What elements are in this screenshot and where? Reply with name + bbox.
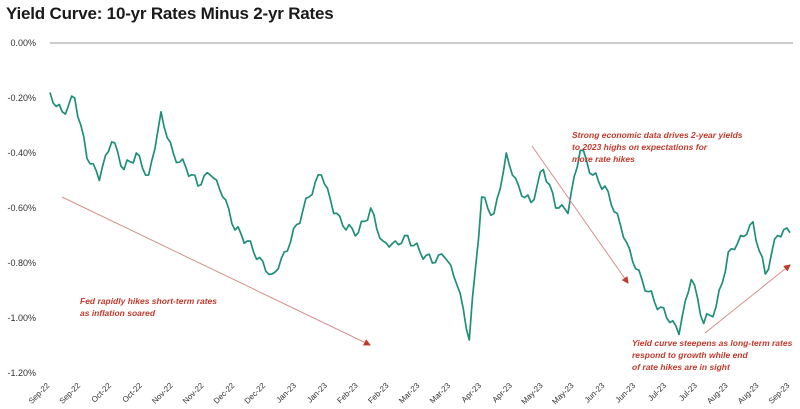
x-tick-label: Apr-23 [460,381,484,405]
annotation-arrow-steepens [704,264,791,334]
x-tick-label: Aug-23 [705,381,730,406]
x-tick-label: Nov-22 [150,381,175,406]
x-tick-label: Feb-23 [335,381,360,406]
x-tick-label: Jan-23 [305,381,329,405]
y-tick-label: -0.80% [7,258,36,268]
x-tick-label: Jun-23 [614,381,638,405]
annotation-steepens: Yield curve steepens as long-term rates … [632,338,795,372]
y-tick-label: -0.20% [7,93,36,103]
annotation-arrow-fed-hikes [61,196,371,346]
x-tick-label: Sep-22 [58,381,83,406]
x-tick-label: Aug-23 [736,381,761,406]
x-tick-label: Nov-22 [181,381,206,406]
annotation-strong-data-line-1: Strong economic data drives 2-year yield… [572,130,743,140]
y-tick-label: -0.60% [7,203,36,213]
x-tick-label: Sep-23 [767,381,792,406]
annotation-steepens-line-2: respond to growth while end [632,350,749,360]
x-tick-label: Oct-22 [121,381,145,405]
annotation-steepens-line-3: of rate hikes are in sight [632,362,731,372]
x-tick-label: Jan-23 [274,381,298,405]
x-tick-label: Mar-23 [428,381,453,406]
x-tick-label: Apr-23 [491,381,515,405]
annotation-strong-data-line-3: more rate hikes [572,154,635,164]
annotation-arrow-strong-data [531,145,629,284]
x-tick-label: Sep-22 [27,381,52,406]
y-tick-label: 0.00% [10,38,36,48]
x-tick-label: Feb-23 [366,381,391,406]
x-tick-label: Dec-22 [212,381,237,406]
annotation-fed-hikes-line-1: Fed rapidly hikes short-term rates [80,296,217,306]
annotation-fed-hikes-line-2: as inflation soared [80,308,156,318]
y-axis-labels: 0.00% -0.20% -0.40% -0.60% -0.80% -1.00% -1.20… [7,38,36,378]
y-tick-label: -0.40% [7,148,36,158]
yield-spread-line [49,92,791,341]
annotation-fed-hikes: Fed rapidly hikes short-term rates as in… [80,296,219,318]
x-axis-labels: Sep-22 Sep-22 Oct-22 Oct-22 Nov-22 Nov-22 Dec-… [27,381,792,407]
x-tick-label: Dec-22 [243,381,268,406]
x-tick-label: Oct-22 [90,381,114,405]
x-tick-label: Mar-23 [397,381,422,406]
x-tick-label: May-23 [550,381,576,407]
x-tick-label: Jul-23 [646,381,668,403]
x-tick-label: Jul-23 [677,381,699,403]
annotation-strong-data: Strong economic data drives 2-year yield… [572,130,745,164]
annotation-steepens-line-1: Yield curve steepens as long-term rates [632,338,793,348]
y-tick-label: -1.00% [7,313,36,323]
annotation-strong-data-line-2: to 2023 highs on expectations for [572,142,708,152]
y-tick-label: -1.20% [7,368,36,378]
x-tick-label: May-23 [520,381,546,407]
chart-title: Yield Curve: 10-yr Rates Minus 2-yr Rate… [6,4,334,23]
x-tick-label: Jun-23 [583,381,607,405]
